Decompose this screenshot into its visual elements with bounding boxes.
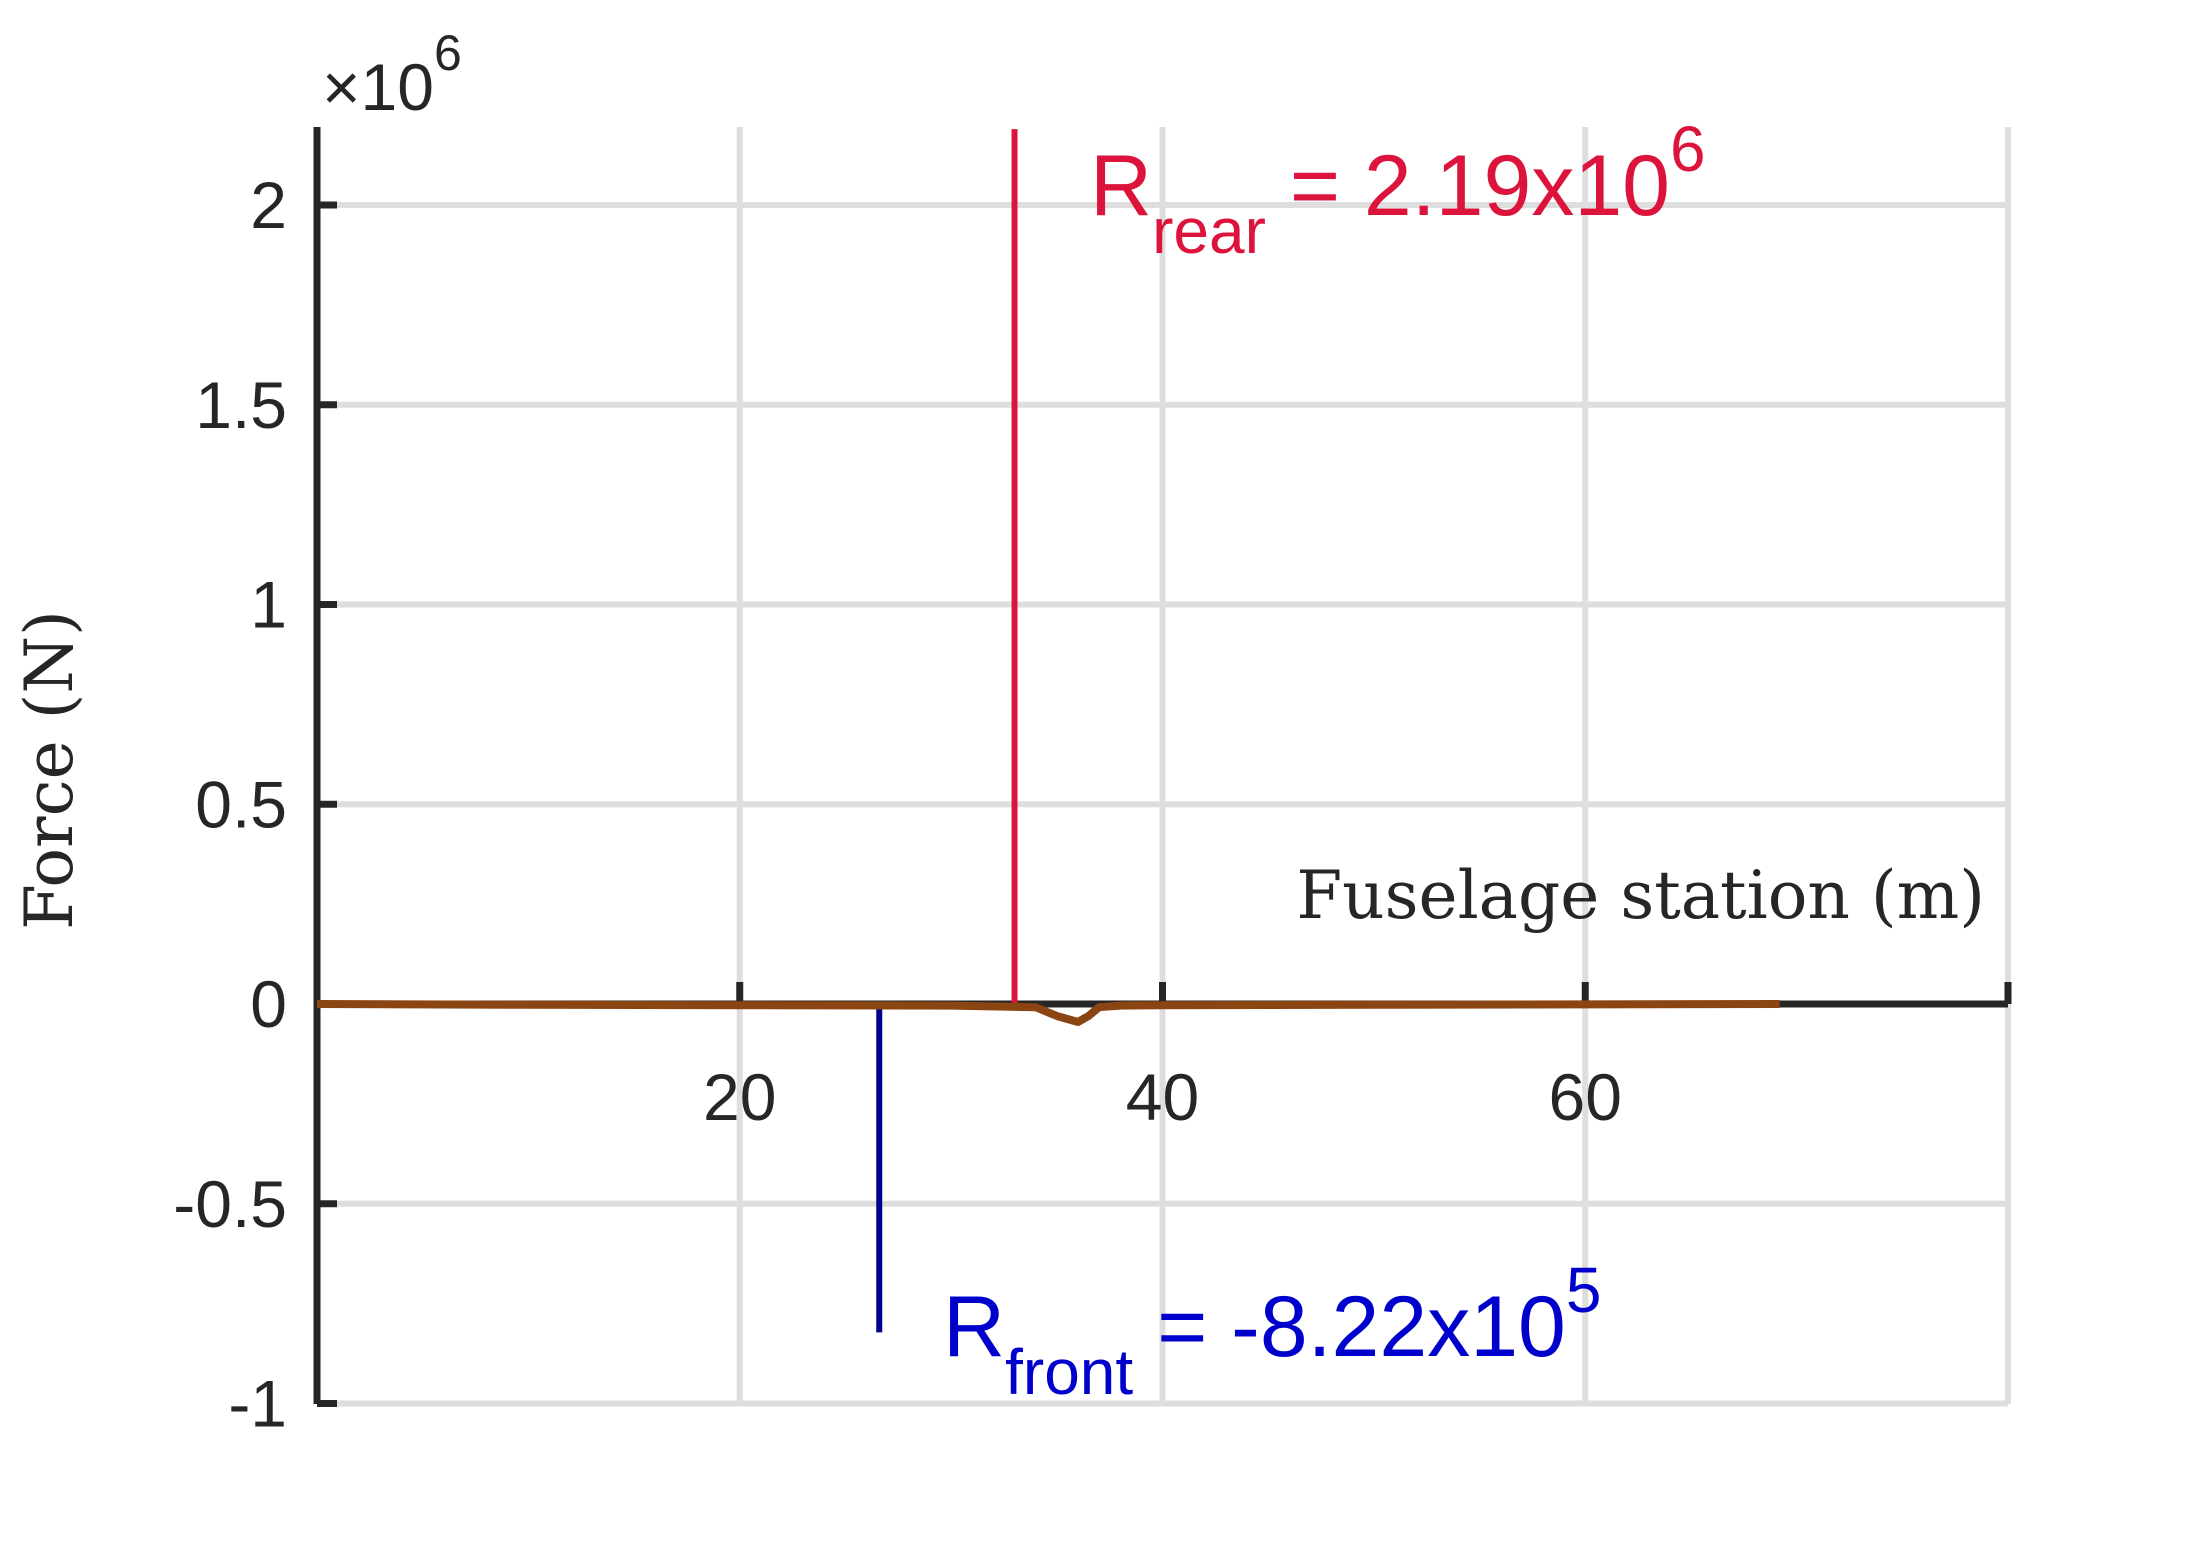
labels: Force (N) Fuselage station (m) ×106 Rrea… bbox=[11, 25, 1985, 1408]
y-tick-label: 1 bbox=[250, 568, 287, 642]
y-tick-label: -0.5 bbox=[173, 1167, 287, 1241]
y-tick-label: 2 bbox=[250, 168, 287, 242]
x-axis-label: Fuselage station (m) bbox=[1296, 857, 1985, 934]
reaction-label-value: = -8.22x10 bbox=[1133, 1279, 1566, 1375]
x-tick-label: 20 bbox=[703, 1060, 776, 1134]
x-tick-label: 60 bbox=[1549, 1060, 1622, 1134]
reaction-label-exponent: 6 bbox=[1670, 113, 1706, 185]
force-curve bbox=[316, 1000, 1780, 1026]
y-tick-label: -1 bbox=[228, 1367, 287, 1441]
reaction-label-exponent: 5 bbox=[1566, 1254, 1602, 1326]
reaction-label-subscript: rear bbox=[1152, 195, 1266, 267]
y-multiplier-base: ×10 bbox=[322, 50, 434, 124]
y-axis-label: Force (N) bbox=[11, 610, 88, 930]
y-multiplier-label: ×106 bbox=[322, 25, 462, 124]
x-tick-label: 40 bbox=[1126, 1060, 1199, 1134]
y-tick-label: 0 bbox=[250, 967, 287, 1041]
y-multiplier-exponent: 6 bbox=[434, 25, 462, 81]
reaction-label-main: R bbox=[1090, 138, 1152, 234]
y-tick-label: 0.5 bbox=[195, 767, 287, 841]
grid bbox=[317, 127, 2011, 1407]
axes: -1 -0.5 0 0.5 1 1.5 2 20 40 60 bbox=[173, 127, 2012, 1441]
y-tick-label: 1.5 bbox=[195, 368, 287, 442]
plot-area bbox=[316, 129, 1780, 1333]
reaction-front-label: Rfront = -8.22x105 bbox=[943, 1254, 1601, 1408]
reaction-rear-label: Rrear = 2.19x106 bbox=[1090, 113, 1706, 267]
reaction-label-value: = 2.19x10 bbox=[1266, 138, 1670, 234]
reaction-label-subscript: front bbox=[1005, 1336, 1133, 1408]
reaction-label-main: R bbox=[943, 1279, 1005, 1375]
